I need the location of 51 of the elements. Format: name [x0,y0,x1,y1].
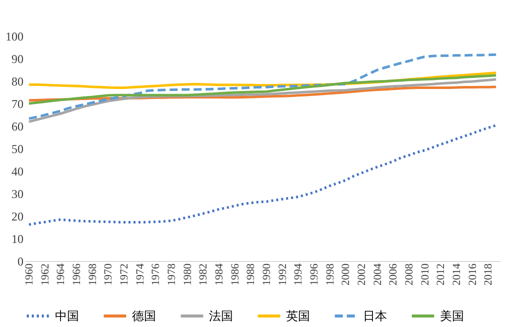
x-tick-label: 1998 [324,263,336,286]
line-series [28,124,498,226]
y-tick-label: 70 [12,97,24,111]
x-tick-label: 2006 [388,263,400,286]
x-tick-label: 1962 [39,264,52,286]
y-tick-label: 40 [12,164,24,178]
line-series [28,74,498,105]
x-tick-label: 2002 [356,264,368,286]
x-tick-label: 1992 [276,264,289,286]
x-tick-label: 2004 [372,263,384,286]
x-tick-label: 1996 [308,263,320,286]
x-tick-label: 2014 [450,263,463,286]
x-tick-label: 2016 [466,263,479,286]
legend-label: 法国 [209,309,233,323]
x-tick-label: 1972 [118,264,130,286]
x-tick-label: 1966 [70,263,83,286]
legend-label: 德国 [132,309,156,323]
x-tick-label: 2018 [482,263,495,286]
x-tick-label: 2012 [435,264,448,286]
x-tick-label: 1960 [23,263,36,286]
legend-label: 中国 [55,309,79,323]
y-tick-label: 20 [12,210,24,224]
x-tick-label: 2010 [419,263,432,286]
y-tick-label: 80 [12,74,24,88]
x-tick-label: 1990 [260,263,273,286]
line-series [28,78,498,123]
x-tick-label: 1970 [102,263,115,286]
y-tick-label: 50 [12,142,24,156]
legend-label: 日本 [363,309,387,323]
y-tick-label: 60 [12,120,24,134]
x-tick-label: 1982 [198,264,210,286]
x-tick-label: 1968 [86,263,99,286]
x-tick-label: 2008 [403,263,416,286]
legend-label: 美国 [440,309,464,323]
x-tick-label: 1988 [245,263,258,286]
x-tick-label: 1974 [134,263,146,286]
y-tick-label: 30 [12,187,24,201]
x-tick-label: 1984 [213,263,226,286]
x-tick-label: 1976 [150,263,162,286]
y-tick-label: 10 [12,232,24,246]
y-tick-label: 0 [18,254,24,268]
legend-label: 英国 [286,309,310,323]
x-tick-label: 1980 [182,263,194,286]
x-tick-label: 1964 [55,263,68,286]
line-series [28,53,498,120]
y-tick-label: 90 [12,52,24,66]
x-tick-label: 1978 [166,263,178,286]
x-tick-label: 1994 [292,263,305,286]
y-tick-label: 100 [6,30,24,44]
x-tick-label: 2000 [340,263,352,286]
x-tick-label: 1986 [229,263,242,286]
